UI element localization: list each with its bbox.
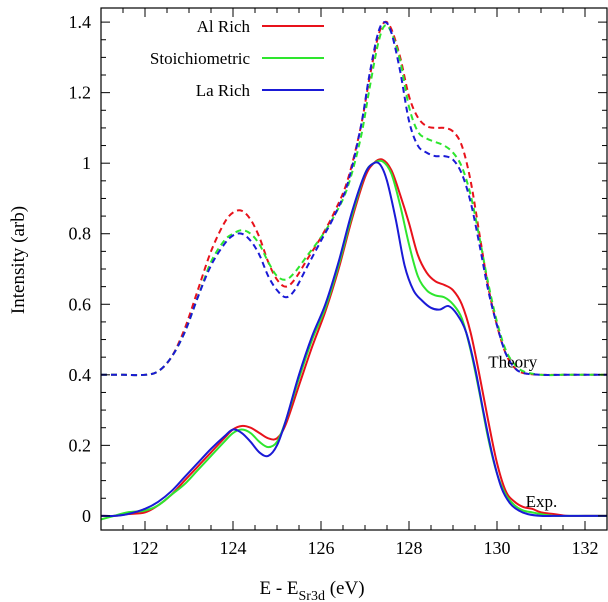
x-axis-title-main: E - E [259, 578, 298, 599]
x-tick-label: 122 [132, 538, 159, 558]
y-tick-label: 1.2 [69, 83, 92, 103]
y-tick-label: 0.8 [69, 224, 92, 244]
x-axis-title-unit: (eV) [325, 578, 365, 599]
x-tick-label: 124 [220, 538, 247, 558]
annotations: Theory Exp. [488, 352, 557, 510]
x-tick-labels: 122 124 126 128 130 132 [132, 538, 599, 558]
y-tick-labels: 0 0.2 0.4 0.6 0.8 1 1.2 1.4 [69, 12, 92, 526]
y-tick-label: 1 [82, 153, 91, 173]
x-tick-label: 130 [484, 538, 511, 558]
y-tick-label: 0.6 [69, 294, 92, 314]
y-tick-label: 0.4 [69, 365, 92, 385]
annotation-exp: Exp. [526, 492, 558, 511]
series-theory-stoichiometric [101, 24, 607, 377]
series-theory-la-rich [101, 21, 607, 377]
x-tick-label: 132 [572, 538, 599, 558]
x-tick-label: 126 [308, 538, 335, 558]
annotation-theory: Theory [488, 352, 538, 371]
y-tick-label: 1.4 [69, 12, 92, 32]
legend-label: La Rich [196, 81, 251, 100]
y-tick-label: 0 [82, 506, 91, 526]
series-experiment-al-rich [101, 158, 607, 518]
series-experiment-la-rich [101, 161, 607, 518]
x-tick-label: 128 [396, 538, 423, 558]
plot-frame [100, 7, 608, 531]
legend-label: Al Rich [197, 17, 251, 36]
y-axis-title: Intensity (arb) [8, 206, 29, 314]
legend-label: Stoichiometric [150, 49, 251, 68]
legend: Al Rich Stoichiometric La Rich [150, 17, 324, 100]
plot-series [101, 20, 607, 521]
x-axis-title-sub: Sr3d [299, 589, 325, 602]
axis-ticks [100, 8, 608, 530]
series-theory-al-rich [101, 20, 607, 377]
x-axis-title: E - ESr3d (eV) [259, 578, 364, 602]
y-tick-label: 0.2 [69, 435, 92, 455]
